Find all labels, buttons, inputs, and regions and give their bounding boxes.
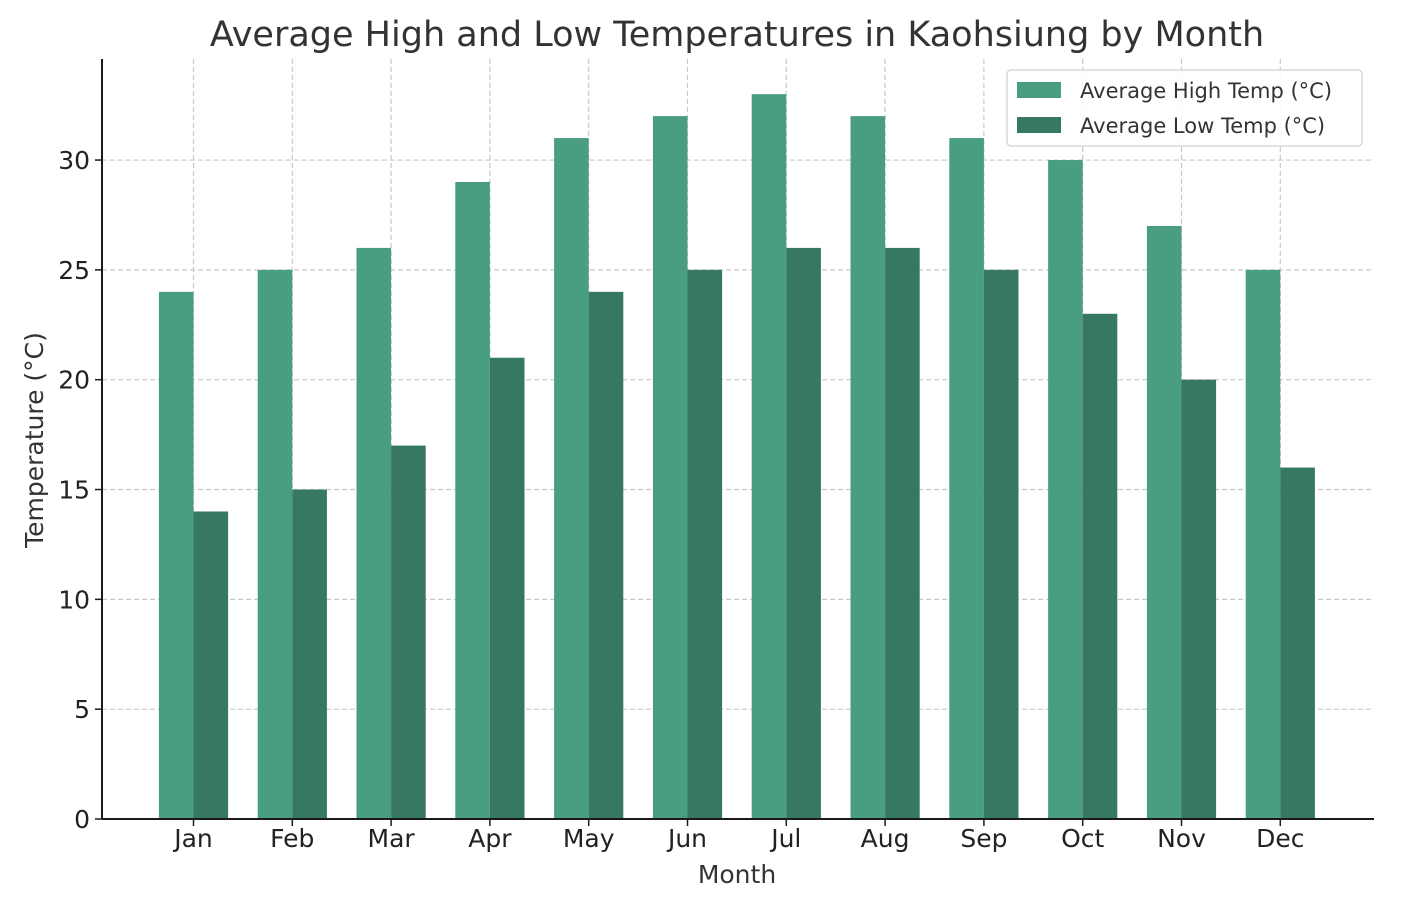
x-tick-label: May — [563, 824, 615, 853]
axes — [101, 59, 1374, 820]
bar-high — [356, 247, 392, 819]
bar-high — [1146, 225, 1182, 820]
bar-high — [751, 94, 787, 819]
y-axis-label: Temperature (°C) — [20, 332, 49, 549]
bar-low — [687, 269, 723, 819]
bar-high — [554, 138, 589, 820]
x-tick-label: Feb — [270, 824, 314, 853]
bar-low — [489, 357, 525, 819]
bar-low — [193, 511, 229, 819]
bar-low — [983, 269, 1019, 819]
x-tick-label: Dec — [1256, 824, 1304, 853]
bar-low — [1181, 379, 1217, 819]
x-tick-label: Nov — [1157, 824, 1206, 853]
bar-high — [158, 291, 194, 819]
bar-low — [588, 291, 624, 819]
legend-swatch-low — [1017, 117, 1061, 133]
x-axis-label: Month — [698, 860, 776, 889]
y-tick-label: 15 — [58, 476, 90, 505]
bar-high — [257, 269, 293, 819]
x-ticks: Jan Feb Mar Apr May Jun Jul Aug Sep Oct Nov Dec — [172, 819, 1304, 853]
x-tick-label: Aug — [861, 824, 910, 853]
bar-high — [1245, 269, 1281, 819]
bar-low — [885, 247, 920, 819]
bar-high — [652, 116, 688, 820]
chart-title: Average High and Low Temperatures in Kao… — [210, 15, 1264, 55]
x-tick-label: Jan — [172, 824, 213, 853]
bar-low — [292, 489, 327, 819]
bar-low — [1280, 467, 1315, 819]
legend-frame — [1006, 69, 1363, 147]
x-tick-label: Apr — [468, 824, 512, 853]
bar-low — [391, 445, 426, 819]
y-tick-label: 0 — [74, 805, 90, 834]
x-tick-label: Oct — [1061, 824, 1104, 853]
x-tick-label: Sep — [960, 824, 1007, 853]
bar-high — [1048, 160, 1083, 819]
legend-swatch-high — [1017, 82, 1061, 98]
legend-label-low: Average Low Temp (°C) — [1080, 114, 1325, 138]
bar-low — [786, 247, 821, 819]
bar-high — [455, 182, 490, 819]
y-tick-label: 30 — [58, 146, 90, 175]
legend: Average High Temp (°C) Average Low Temp … — [1006, 69, 1363, 147]
bar-high — [949, 138, 984, 820]
y-tick-label: 5 — [74, 695, 90, 724]
x-tick-label: Jun — [666, 824, 707, 853]
legend-label-high: Average High Temp (°C) — [1080, 79, 1332, 103]
bar-low — [1082, 313, 1118, 819]
y-tick-label: 10 — [58, 585, 90, 614]
y-tick-label: 25 — [58, 256, 90, 285]
y-tick-label: 20 — [58, 366, 90, 395]
y-ticks: 0 5 10 15 20 25 30 — [58, 146, 102, 834]
bar-high — [850, 116, 886, 820]
x-tick-label: Mar — [368, 824, 416, 853]
bars — [158, 94, 1315, 820]
x-tick-label: Jul — [769, 824, 801, 853]
